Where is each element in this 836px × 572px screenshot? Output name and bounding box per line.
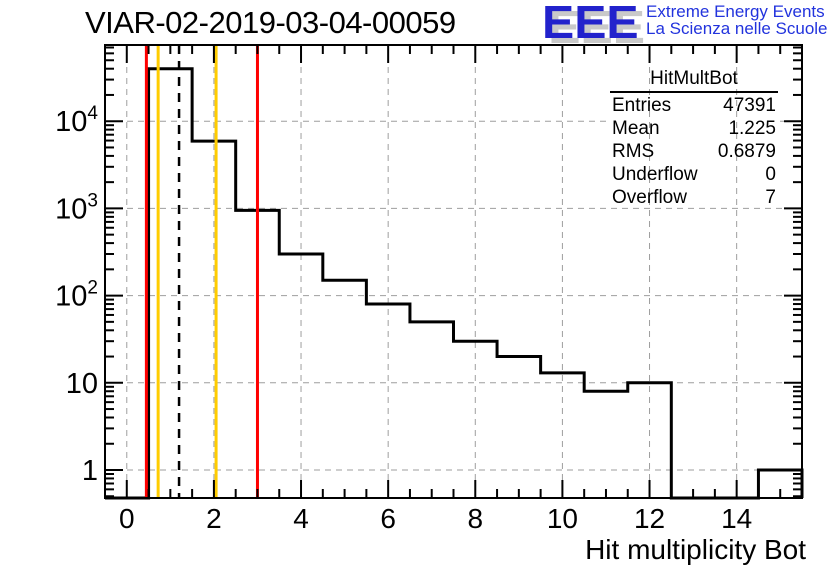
x-tick-label: 12: [634, 503, 665, 534]
stats-row: RMS 0.6879: [610, 140, 778, 163]
x-tick-label: 0: [119, 503, 135, 534]
stats-row-label: Entries: [612, 95, 672, 116]
x-axis-title: Hit multiplicity Bot: [585, 534, 806, 565]
stats-row-label: RMS: [612, 141, 655, 162]
x-tick-label: 2: [206, 503, 222, 534]
stats-row-label: Underflow: [612, 164, 698, 185]
y-tick-labels: 1 10 102 103 104: [55, 103, 98, 487]
y-tick-label: 10: [66, 368, 98, 400]
y-tick-label: 1: [82, 455, 98, 487]
stats-box: HitMultBot Entries 47391 Mean 1.225 RMS 0.687…: [610, 69, 778, 209]
page-title: VIAR-02-2019-03-04-00059: [85, 5, 456, 40]
eee-logo-acronym: EEE: [542, 0, 639, 48]
stats-row-value: 0.6879: [717, 141, 776, 162]
stats-row-value: 0: [765, 164, 776, 185]
eee-logo-text: Extreme Energy Events La Scienza nelle S…: [646, 0, 827, 37]
stats-row: Entries 47391: [610, 94, 778, 117]
stats-row-label: Mean: [612, 118, 660, 139]
stats-row-value: 7: [765, 187, 776, 208]
stats-row-value: 1.225: [728, 118, 776, 139]
histogram-outline: [105, 67, 804, 500]
stats-row-value: 47391: [723, 95, 776, 116]
x-tick-label: 14: [721, 503, 752, 534]
stats-rows: Entries 47391 Mean 1.225 RMS 0.6879 Underflow 0…: [610, 93, 778, 209]
x-tick-label: 4: [293, 503, 309, 534]
y-tick-label: 104: [55, 103, 98, 138]
eee-logo-line1: Extreme Energy Events: [646, 2, 825, 21]
y-tick-label: 102: [55, 278, 98, 313]
axis-ticks: [105, 45, 802, 498]
x-tick-label: 8: [467, 503, 483, 534]
x-tick-labels: 0 2 4 6 8 10 12 14: [119, 503, 752, 534]
x-tick-label: 6: [380, 503, 396, 534]
stats-row: Mean 1.225: [610, 117, 778, 140]
stats-row: Underflow 0: [610, 163, 778, 186]
y-tick-label: 103: [55, 190, 98, 225]
eee-logo-line2: La Scienza nelle Scuole: [646, 19, 828, 38]
stats-row-label: Overflow: [612, 187, 687, 208]
stats-title: HitMultBot: [610, 69, 778, 93]
stats-row: Overflow 7: [610, 186, 778, 209]
x-tick-label: 10: [547, 503, 578, 534]
eee-logo: EEE Extreme Energy Events La Scienza nel…: [542, 0, 828, 48]
